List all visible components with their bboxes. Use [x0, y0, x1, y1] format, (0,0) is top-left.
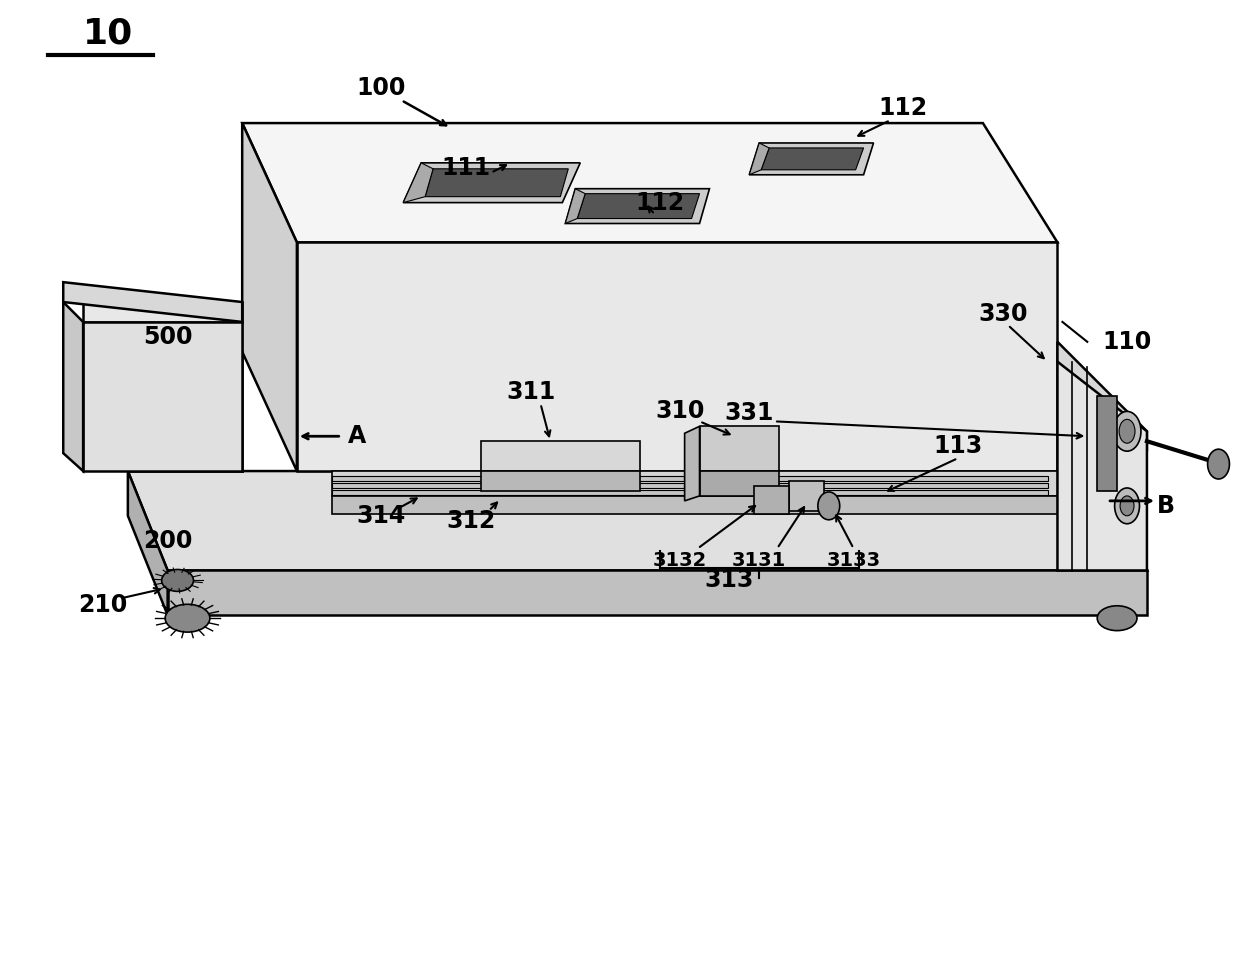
Ellipse shape	[1115, 488, 1140, 524]
Text: 312: 312	[446, 508, 496, 532]
Ellipse shape	[161, 570, 193, 591]
Polygon shape	[481, 441, 640, 471]
Text: 310: 310	[655, 400, 704, 424]
Polygon shape	[242, 123, 296, 471]
Polygon shape	[167, 571, 1147, 615]
Polygon shape	[565, 188, 585, 224]
Polygon shape	[565, 188, 709, 224]
Text: 100: 100	[357, 76, 405, 100]
Text: 200: 200	[143, 529, 192, 553]
Ellipse shape	[1208, 449, 1229, 479]
Polygon shape	[331, 476, 1048, 481]
Text: 112: 112	[879, 96, 928, 120]
Polygon shape	[128, 471, 1147, 571]
Text: 10: 10	[83, 16, 134, 51]
Polygon shape	[242, 123, 1058, 242]
Polygon shape	[578, 194, 699, 218]
Text: 314: 314	[357, 504, 405, 528]
Ellipse shape	[165, 604, 210, 632]
Polygon shape	[761, 148, 863, 170]
Polygon shape	[403, 162, 580, 203]
Polygon shape	[481, 471, 640, 491]
Ellipse shape	[1114, 411, 1141, 451]
Polygon shape	[699, 471, 779, 496]
Polygon shape	[63, 283, 242, 322]
Ellipse shape	[1118, 419, 1135, 443]
Text: 3132: 3132	[652, 551, 707, 570]
Text: 3131: 3131	[732, 551, 786, 570]
Text: 313: 313	[704, 568, 754, 592]
Polygon shape	[684, 427, 699, 501]
Polygon shape	[754, 486, 789, 514]
Ellipse shape	[1097, 605, 1137, 630]
Text: 3133: 3133	[827, 551, 880, 570]
Text: 110: 110	[1102, 330, 1152, 354]
Polygon shape	[699, 427, 779, 471]
Text: 331: 331	[724, 402, 774, 426]
Ellipse shape	[818, 492, 839, 520]
Polygon shape	[331, 490, 1048, 495]
Text: 112: 112	[635, 190, 684, 214]
Polygon shape	[789, 481, 823, 511]
Polygon shape	[296, 242, 1058, 471]
Text: A: A	[347, 424, 366, 448]
Text: 500: 500	[143, 325, 192, 349]
Text: B: B	[1157, 494, 1174, 518]
Polygon shape	[83, 322, 242, 471]
Text: 111: 111	[441, 156, 491, 180]
Polygon shape	[83, 302, 242, 322]
Polygon shape	[331, 483, 1048, 488]
Polygon shape	[63, 302, 83, 471]
Text: 113: 113	[934, 434, 982, 458]
Text: 330: 330	[978, 302, 1028, 326]
Polygon shape	[1097, 397, 1117, 491]
Ellipse shape	[1120, 496, 1135, 516]
Polygon shape	[749, 143, 873, 175]
Text: 311: 311	[506, 380, 556, 404]
Polygon shape	[128, 471, 167, 615]
Polygon shape	[425, 169, 568, 197]
Polygon shape	[403, 162, 433, 203]
Text: 210: 210	[78, 593, 128, 617]
Polygon shape	[1058, 361, 1147, 571]
Polygon shape	[749, 143, 769, 175]
Polygon shape	[331, 471, 1058, 496]
Polygon shape	[331, 496, 1058, 514]
Polygon shape	[1058, 342, 1147, 451]
